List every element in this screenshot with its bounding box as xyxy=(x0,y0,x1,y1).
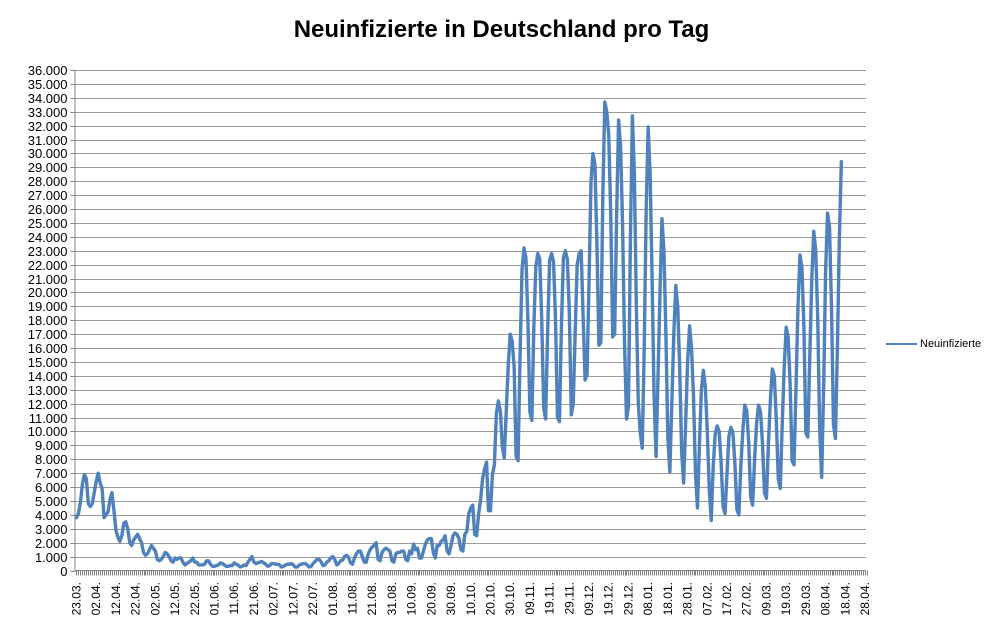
y-axis-label: 5.000 xyxy=(35,494,68,509)
x-axis-label: 10.09. xyxy=(405,582,419,615)
x-axis-label: 08.04. xyxy=(819,582,833,615)
x-axis-label: 12.07. xyxy=(286,582,300,615)
x-axis-label: 07.02. xyxy=(700,582,714,615)
y-axis-label: 31.000 xyxy=(28,133,68,148)
y-axis-label: 24.000 xyxy=(28,230,68,245)
y-axis-label: 3.000 xyxy=(35,522,68,537)
y-axis-label: 20.000 xyxy=(28,285,68,300)
y-axis-label: 21.000 xyxy=(28,272,68,287)
y-axis-label: 12.000 xyxy=(28,397,68,412)
x-axis-label: 31.08. xyxy=(385,582,399,615)
x-axis-label: 27.02. xyxy=(740,582,754,615)
x-axis-label: 20.09. xyxy=(424,582,438,615)
x-axis-label: 19.12. xyxy=(602,582,616,615)
y-axis-label: 34.000 xyxy=(28,91,68,106)
y-axis-label: 9.000 xyxy=(35,438,68,453)
series-line xyxy=(74,100,844,569)
x-axis-label: 22.04. xyxy=(129,582,143,615)
y-axis-label: 25.000 xyxy=(28,216,68,231)
x-tick-strip xyxy=(76,570,868,576)
x-axis-label: 01.06. xyxy=(207,582,221,615)
x-axis-label: 22.07. xyxy=(306,582,320,615)
y-axis-label: 8.000 xyxy=(35,452,68,467)
y-axis-label: 6.000 xyxy=(35,480,68,495)
y-axis-label: 15.000 xyxy=(28,355,68,370)
x-axis-label: 02.05. xyxy=(148,582,162,615)
x-axis-label: 12.04. xyxy=(109,582,123,615)
x-axis-label: 23.03. xyxy=(69,582,83,615)
x-axis-label: 09.11. xyxy=(523,582,537,614)
y-axis-label: 14.000 xyxy=(28,369,68,384)
y-axis-label: 22.000 xyxy=(28,258,68,273)
y-axis-label: 18.000 xyxy=(28,313,68,328)
x-axis-label: 28.01. xyxy=(681,582,695,615)
x-axis-label: 11.08. xyxy=(345,582,359,614)
x-axis-label: 30.10. xyxy=(503,582,517,615)
x-axis-label: 21.08. xyxy=(365,582,379,615)
y-axis-label: 29.000 xyxy=(28,160,68,175)
y-axis-label: 10.000 xyxy=(28,424,68,439)
y-axis-label: 36.000 xyxy=(28,63,68,78)
x-axis-label: 28.04. xyxy=(858,582,872,615)
y-axis-label: 19.000 xyxy=(28,299,68,314)
x-axis-label: 19.03. xyxy=(779,582,793,615)
x-axis-label: 21.06. xyxy=(247,582,261,615)
x-axis-label: 19.11. xyxy=(543,582,557,614)
y-axis-label: 0 xyxy=(60,564,67,579)
x-axis-label: 09.03. xyxy=(759,582,773,615)
x-axis-label: 10.10. xyxy=(464,582,478,615)
chart-title: Neuinfizierte in Deutschland pro Tag xyxy=(293,16,710,43)
x-axis-label: 29.11. xyxy=(562,582,576,614)
x-axis-label: 30.09. xyxy=(444,582,458,615)
y-axis-label: 33.000 xyxy=(28,105,68,120)
x-axis-label: 09.12. xyxy=(582,582,596,615)
legend-line-icon xyxy=(886,343,917,345)
y-axis-label: 30.000 xyxy=(28,146,68,161)
x-axis-label: 20.10. xyxy=(483,582,497,615)
x-axis-label: 01.08. xyxy=(326,582,340,615)
x-axis-label: 29.12. xyxy=(621,582,635,615)
y-axis-label: 27.000 xyxy=(28,188,68,203)
legend-series-label: Neuinfizierte xyxy=(920,338,982,350)
y-axis-label: 7.000 xyxy=(35,466,68,481)
x-axis-label: 11.06. xyxy=(227,582,241,614)
y-axis-label: 2.000 xyxy=(35,536,68,551)
x-axis-label: 18.04. xyxy=(838,582,852,615)
x-axis-label: 08.01. xyxy=(641,582,655,615)
y-axis-label: 11.000 xyxy=(29,411,68,426)
x-axis-label: 29.03. xyxy=(799,582,813,615)
y-axis-label: 32.000 xyxy=(28,119,68,134)
x-axis-label: 22.05. xyxy=(188,582,202,615)
y-axis-label: 16.000 xyxy=(28,341,68,356)
y-axis-label: 23.000 xyxy=(28,244,68,259)
y-axis-label: 1.000 xyxy=(35,550,68,565)
y-axis-label: 26.000 xyxy=(28,202,68,217)
x-axis-label: 18.01. xyxy=(661,582,675,615)
y-axis-label: 35.000 xyxy=(28,77,68,92)
legend: Neuinfizierte xyxy=(886,338,981,350)
y-axis-label: 13.000 xyxy=(28,383,68,398)
x-axis-label: 12.05. xyxy=(168,582,182,615)
y-axis-label: 17.000 xyxy=(28,327,68,342)
x-axis-label: 17.02. xyxy=(720,582,734,615)
y-axis-label: 28.000 xyxy=(28,174,68,189)
x-axis-label: 02.04. xyxy=(89,582,103,615)
y-axis-label: 4.000 xyxy=(35,508,68,523)
x-axis-label: 02.07. xyxy=(267,582,281,615)
